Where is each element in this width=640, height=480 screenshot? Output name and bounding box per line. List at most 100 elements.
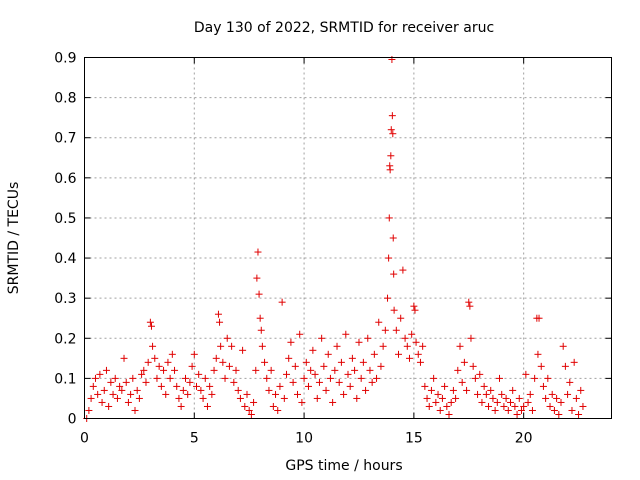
x-tick-label: 15 [405,431,423,447]
data-point [555,410,563,418]
data-point [214,310,222,318]
data-point [493,398,501,406]
plot-frame [84,57,612,419]
data-point [489,394,497,402]
data-point [313,394,321,402]
data-point [122,378,130,386]
data-point [447,398,455,406]
data-point [131,406,139,414]
data-point [157,382,165,390]
data-point [228,342,236,350]
data-point [280,394,288,402]
data-point [377,362,385,370]
data-point [293,390,301,398]
data-point [528,406,536,414]
data-point [419,342,427,350]
data-point [124,398,132,406]
data-point [386,166,394,174]
data-point [234,386,242,394]
data-point [287,338,295,346]
data-point [526,390,534,398]
data-point [522,370,530,378]
data-point [542,394,550,402]
data-point [89,382,97,390]
tick-labels: 0 0.1 0.2 0.3 0.4 0.5 0.6 0.7 0.8 0.9 0 5 10 15 20 [54,51,532,447]
data-point [223,334,231,342]
data-point [385,254,393,262]
data-point [370,350,378,358]
chart-title: Day 130 of 2022, SRMTID for receiver aru… [194,20,494,36]
data-point [182,374,190,382]
data-point [153,374,161,382]
data-point [263,374,271,382]
data-point [399,266,407,274]
data-point [362,386,370,394]
data-point [432,398,440,406]
data-point [340,390,348,398]
data-point [351,366,359,374]
data-point [274,406,282,414]
data-point [441,382,449,390]
data-point [425,402,433,410]
data-point [291,362,299,370]
y-tick-label: 0.5 [54,211,76,227]
data-point [188,362,196,370]
data-point [197,386,205,394]
data-point [385,214,393,222]
data-point [430,374,438,382]
data-point [539,382,547,390]
data-point [502,394,510,402]
data-point [381,326,389,334]
data-point [236,394,244,402]
x-tick-label: 10 [295,431,313,447]
data-point [307,366,315,374]
data-point [247,410,255,418]
data-point [111,374,119,382]
data-point [164,358,172,366]
data-point [91,374,99,382]
data-point [411,306,419,314]
axis-ticks [84,57,612,419]
data-point [203,402,211,410]
data-point [524,398,532,406]
data-point [243,390,251,398]
y-tick-label: 0.6 [54,171,76,187]
data-point [337,358,345,366]
data-point [373,374,381,382]
y-tick-label: 0.3 [54,291,76,307]
data-point [253,274,261,282]
data-point [127,390,135,398]
data-point [544,374,552,382]
y-tick-label: 0.9 [54,51,76,67]
data-point [465,298,473,306]
data-point [96,370,104,378]
data-point [504,406,512,414]
data-point [449,386,457,394]
data-point [485,402,493,410]
data-point [265,386,273,394]
y-tick-label: 0.2 [54,331,76,347]
data-point [116,382,124,390]
y-tick-label: 0 [68,412,77,428]
data-point [506,398,514,406]
data-point [392,326,400,334]
data-point [255,290,263,298]
data-point [324,350,332,358]
data-point [140,366,148,374]
data-point [87,394,95,402]
y-tick-label: 0.4 [54,251,76,267]
data-point [438,394,446,402]
data-point [487,386,495,394]
data-point [342,330,350,338]
data-point [208,390,216,398]
data-point [460,358,468,366]
data-point [250,398,258,406]
data-point [179,386,187,394]
data-point [348,354,356,362]
data-points [83,56,587,422]
data-point [531,374,539,382]
data-point [557,398,565,406]
data-point [405,354,413,362]
data-point [151,354,159,362]
data-point [427,386,435,394]
